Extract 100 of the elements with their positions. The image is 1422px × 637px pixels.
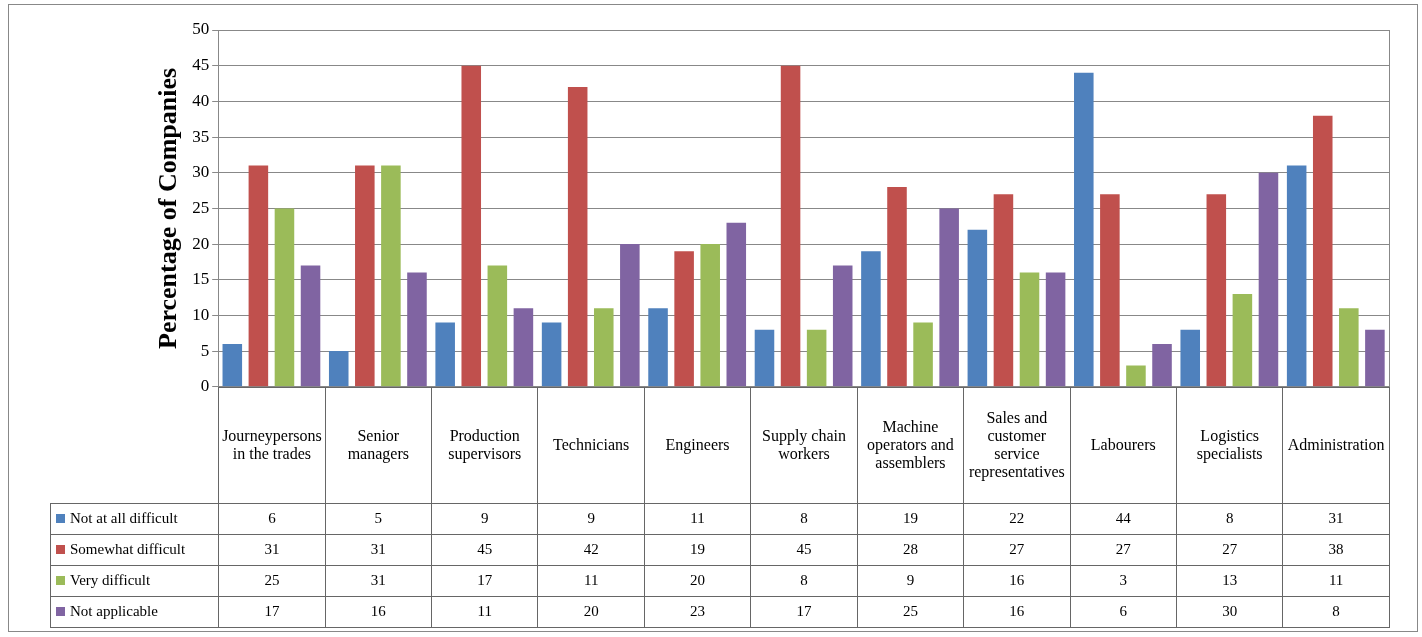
y-tick-label: 50 (192, 19, 210, 39)
bar (1258, 172, 1279, 387)
data-label: 16 (963, 596, 1071, 628)
data-label: 27 (1176, 534, 1283, 566)
y-tick-label: 30 (192, 162, 210, 182)
bar (726, 222, 747, 387)
legend-label: Not at all difficult (50, 503, 219, 535)
y-tick-label: 10 (192, 304, 210, 324)
bar (435, 322, 455, 387)
bar (1312, 115, 1333, 387)
bar (222, 343, 243, 387)
y-tick-label: 40 (192, 90, 210, 110)
bar (832, 265, 853, 387)
bar (674, 251, 694, 387)
data-label: 13 (1176, 565, 1283, 597)
bar (461, 65, 482, 387)
data-label: 9 (431, 503, 538, 535)
data-label: 20 (537, 596, 645, 628)
y-tick-label: 45 (192, 55, 210, 75)
data-label: 27 (1070, 534, 1177, 566)
bar (1019, 272, 1040, 387)
y-tick-label: 35 (192, 126, 210, 146)
data-label: 19 (857, 503, 964, 535)
data-label: 27 (963, 534, 1071, 566)
bar (381, 165, 401, 387)
bar (620, 244, 640, 387)
data-label: 42 (537, 534, 645, 566)
bar (939, 208, 959, 387)
data-label: 31 (1282, 503, 1390, 535)
bar (1365, 329, 1385, 387)
x-tick-label: Supply chain workers (750, 387, 858, 504)
bar (648, 308, 668, 387)
data-label: 3 (1070, 565, 1177, 597)
y-tick-label: 5 (200, 340, 210, 360)
bar (754, 329, 775, 387)
data-label: 9 (537, 503, 645, 535)
data-label: 38 (1282, 534, 1390, 566)
data-label: 44 (1070, 503, 1177, 535)
bar (513, 308, 534, 387)
x-tick-label: Senior managers (325, 387, 432, 504)
bar (1074, 72, 1094, 387)
x-tick-label: Engineers (644, 387, 751, 504)
bar (1152, 343, 1172, 387)
data-label: 28 (857, 534, 964, 566)
y-tick-label: 25 (192, 197, 210, 217)
data-label: 9 (857, 565, 964, 597)
bar (274, 208, 295, 387)
legend-label: Very difficult (50, 565, 219, 597)
x-tick-label: Machine operators and assemblers (857, 387, 964, 504)
x-tick-label: Production supervisors (431, 387, 538, 504)
bar (806, 329, 827, 387)
y-axis-title: Percentage of Companies (153, 67, 183, 349)
bar (1126, 365, 1146, 387)
bar (861, 251, 881, 387)
bar (780, 65, 801, 387)
data-label: 8 (750, 503, 858, 535)
y-tick-label: 0 (200, 376, 210, 396)
data-label: 16 (963, 565, 1071, 597)
bar (1180, 329, 1201, 387)
y-tick-label: 20 (192, 233, 210, 253)
data-label: 5 (325, 503, 432, 535)
data-label: 31 (325, 565, 432, 597)
bar (993, 194, 1014, 387)
data-label: 45 (750, 534, 858, 566)
data-label: 11 (537, 565, 645, 597)
bar (913, 322, 933, 387)
data-label: 25 (857, 596, 964, 628)
data-label: 31 (325, 534, 432, 566)
x-tick-label: Labourers (1070, 387, 1177, 504)
data-label: 45 (431, 534, 538, 566)
data-label: 8 (750, 565, 858, 597)
bar (300, 265, 321, 387)
legend-label: Not applicable (50, 596, 219, 628)
data-label: 16 (325, 596, 432, 628)
bar (248, 165, 269, 387)
data-label: 23 (644, 596, 751, 628)
bar (887, 186, 907, 387)
data-label: 8 (1282, 596, 1390, 628)
data-label: 30 (1176, 596, 1283, 628)
bar (1045, 272, 1066, 387)
bar (407, 272, 427, 387)
data-label: 11 (431, 596, 538, 628)
bar (593, 308, 614, 387)
bar (1232, 294, 1253, 387)
data-label: 11 (644, 503, 751, 535)
bar (355, 165, 375, 387)
legend-label: Somewhat difficult (50, 534, 219, 566)
bar (541, 322, 562, 387)
bar (328, 351, 349, 387)
data-label: 6 (1070, 596, 1177, 628)
data-label: 8 (1176, 503, 1283, 535)
y-tick-label: 15 (192, 269, 210, 289)
bar (700, 244, 720, 387)
data-label: 20 (644, 565, 751, 597)
bar (1286, 165, 1307, 387)
data-label: 31 (218, 534, 326, 566)
data-label: 22 (963, 503, 1071, 535)
bar (487, 265, 508, 387)
bar (1339, 308, 1359, 387)
x-tick-label: Sales and customer service representatives (963, 387, 1071, 504)
